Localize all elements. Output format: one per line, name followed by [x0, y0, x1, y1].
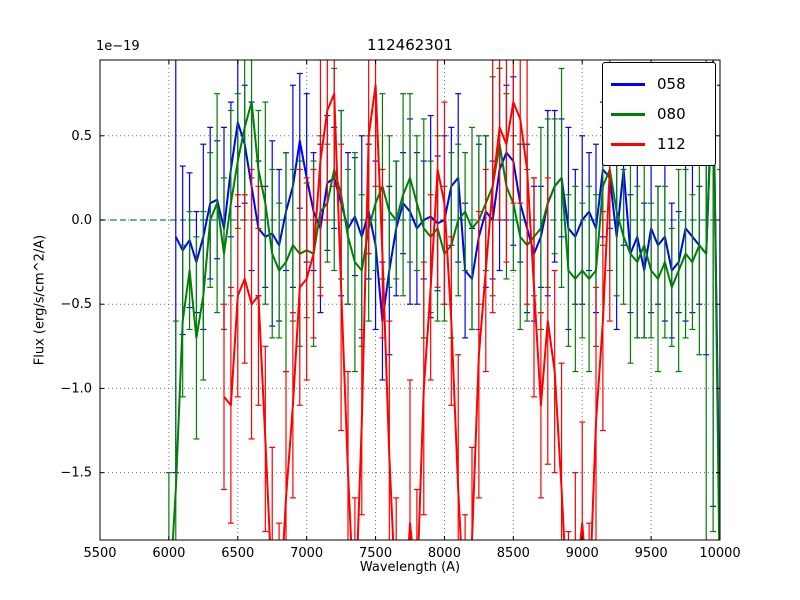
ticks — [99, 60, 721, 540]
legend-label: 058 — [657, 74, 686, 93]
svg-text:5500: 5500 — [83, 546, 116, 561]
svg-text:8500: 8500 — [497, 546, 530, 561]
legend-line-icon-red — [611, 142, 645, 146]
svg-text:−1.0: −1.0 — [60, 381, 92, 396]
svg-text:−1.5: −1.5 — [60, 466, 92, 481]
svg-text:9000: 9000 — [566, 546, 599, 561]
svg-text:8000: 8000 — [428, 546, 461, 561]
svg-text:9500: 9500 — [635, 546, 668, 561]
svg-text:0.0: 0.0 — [71, 213, 92, 228]
svg-text:6500: 6500 — [221, 546, 254, 561]
chart-title: 112462301 — [367, 36, 453, 54]
legend-label: 112 — [657, 134, 686, 153]
svg-text:10000: 10000 — [699, 546, 740, 561]
series-line-112 — [223, 84, 611, 540]
svg-text:6000: 6000 — [152, 546, 185, 561]
legend-item-058: 058 — [611, 69, 707, 99]
legend-label: 080 — [657, 104, 686, 123]
axes-frame — [99, 59, 721, 541]
legend-item-112: 112 — [611, 129, 707, 159]
svg-text:7000: 7000 — [290, 546, 323, 561]
legend-line-icon-blue — [611, 82, 645, 86]
y-axis-offset-label: 1e−19 — [96, 39, 140, 54]
legend-line-icon-green — [611, 112, 645, 116]
legend: 058 080 112 — [602, 62, 716, 166]
legend-item-080: 080 — [611, 99, 707, 129]
x-axis-label: Wavelength (A) — [359, 560, 461, 575]
tick-labels: 5500 6000 6500 7000 7500 8000 8500 9000 9500 1000… — [60, 129, 740, 561]
svg-text:0.5: 0.5 — [71, 129, 92, 144]
svg-text:−0.5: −0.5 — [60, 297, 92, 312]
series-group — [165, 60, 720, 540]
series-line-058 — [174, 67, 720, 540]
svg-text:7500: 7500 — [359, 546, 392, 561]
y-axis-label: Flux (erg/s/cm^2/A) — [32, 234, 48, 366]
